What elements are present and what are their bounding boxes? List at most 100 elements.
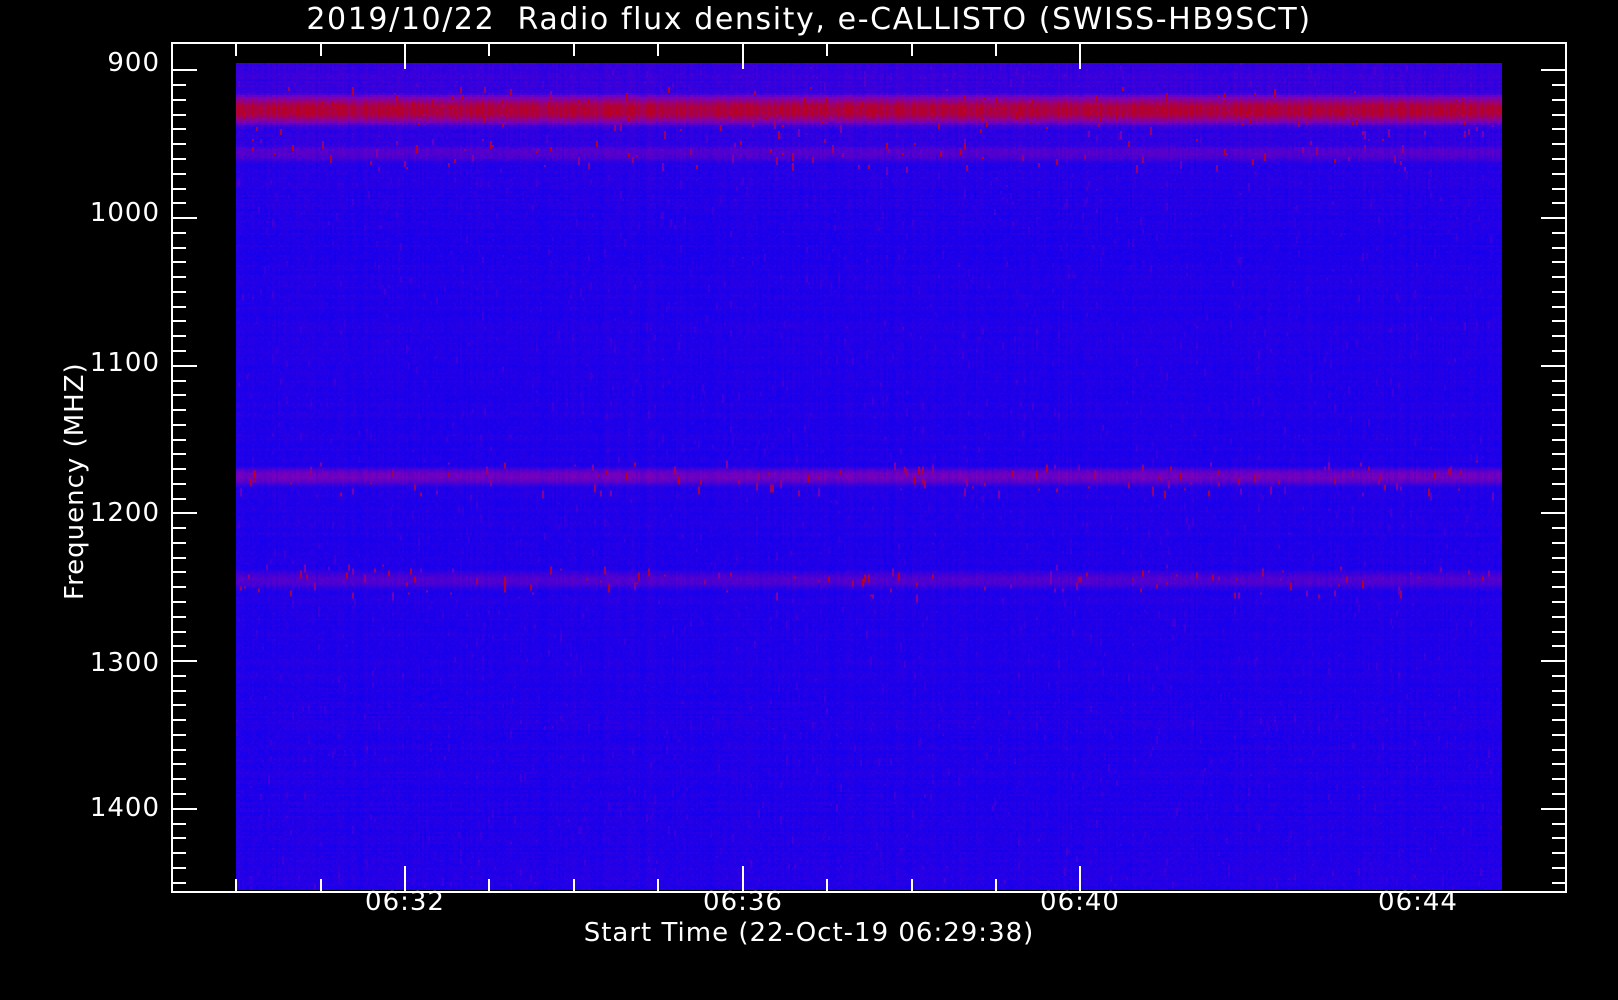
- y-tick-right-1280: [1552, 630, 1565, 633]
- y-tick-1420: [173, 837, 186, 840]
- y-tick-right-1110: [1552, 379, 1565, 382]
- y-tick-right-1320: [1552, 689, 1565, 692]
- y-tick-1170: [173, 468, 186, 471]
- y-tick-1130: [173, 409, 186, 412]
- y-tick-960: [173, 157, 186, 160]
- y-tick-right-1090: [1552, 349, 1565, 352]
- y-tick-right-1290: [1552, 645, 1565, 648]
- y-tick-right-1360: [1552, 748, 1565, 751]
- y-tick-1350: [173, 733, 186, 736]
- x-axis-title: Start Time (22-Oct-19 06:29:38): [583, 918, 1035, 948]
- y-tick-1450: [173, 881, 186, 884]
- y-tick-1240: [173, 571, 186, 574]
- y-tick-right-1310: [1552, 674, 1565, 677]
- y-tick-1160: [173, 453, 186, 456]
- x-tick-top-7: [994, 44, 997, 56]
- x-tick-label-0632: 06:32: [365, 887, 445, 917]
- y-tick-1430: [173, 852, 186, 855]
- y-tick-right-1000: [1541, 217, 1565, 220]
- y-tick-1410: [173, 822, 186, 825]
- y-tick-right-1130: [1552, 409, 1565, 412]
- y-tick-label-1200: 1200: [89, 498, 160, 528]
- y-tick-right-1120: [1552, 394, 1565, 397]
- y-tick-1330: [173, 704, 186, 707]
- y-tick-label-1000: 1000: [89, 198, 160, 228]
- y-tick-right-1040: [1552, 276, 1565, 279]
- x-tick-top--1: [319, 44, 322, 56]
- y-tick-1010: [173, 231, 186, 234]
- y-tick-1150: [173, 438, 186, 441]
- y-tick-right-1340: [1552, 719, 1565, 722]
- y-tick-right-1220: [1552, 541, 1565, 544]
- y-tick-1200: [173, 512, 197, 515]
- y-tick-970: [173, 172, 186, 175]
- y-tick-right-1240: [1552, 571, 1565, 574]
- y-tick-right-1210: [1552, 527, 1565, 530]
- y-tick-1070: [173, 320, 186, 323]
- x-tick-1: [488, 879, 491, 891]
- y-tick-right-1170: [1552, 468, 1565, 471]
- y-tick-right-1440: [1552, 866, 1565, 869]
- x-tick-5: [826, 879, 829, 891]
- y-tick-right-940: [1552, 128, 1565, 131]
- y-tick-right-1410: [1552, 822, 1565, 825]
- y-tick-930: [173, 113, 186, 116]
- x-tick-label-0640: 06:40: [1040, 887, 1120, 917]
- y-tick-910: [173, 84, 186, 87]
- y-tick-right-920: [1552, 98, 1565, 101]
- x-tick-4: [741, 866, 744, 891]
- y-tick-right-1070: [1552, 320, 1565, 323]
- y-tick-right-1020: [1552, 246, 1565, 249]
- y-tick-1000: [173, 217, 197, 220]
- x-tick-label-0644: 06:44: [1378, 887, 1458, 917]
- y-tick-label-1300: 1300: [89, 648, 160, 678]
- y-tick-label-1100: 1100: [89, 348, 160, 378]
- y-tick-right-900: [1541, 69, 1565, 72]
- y-tick-1060: [173, 305, 186, 308]
- y-tick-1390: [173, 793, 186, 795]
- y-tick-right-990: [1552, 202, 1565, 205]
- y-tick-990: [173, 202, 186, 205]
- y-tick-1090: [173, 349, 186, 352]
- x-tick-top-2: [572, 44, 575, 56]
- figure-title: 2019/10/22 Radio flux density, e-CALLIST…: [306, 2, 1312, 37]
- x-tick-top-4: [741, 44, 744, 69]
- y-tick-1400: [173, 807, 197, 810]
- y-tick-900: [173, 69, 197, 72]
- y-tick-right-1450: [1552, 881, 1565, 884]
- x-tick-top-0: [404, 44, 406, 69]
- y-tick-1310: [173, 674, 186, 677]
- spectrogram-canvas: [236, 63, 1502, 890]
- y-tick-1290: [173, 645, 186, 648]
- y-tick-right-1080: [1552, 335, 1565, 338]
- x-tick-top-1: [488, 44, 491, 56]
- y-tick-right-1140: [1552, 423, 1565, 426]
- spectrogram-image: [236, 63, 1502, 890]
- x-tick-top-8: [1079, 44, 1082, 69]
- x-tick-top-6: [910, 44, 913, 56]
- y-tick-980: [173, 187, 186, 190]
- y-tick-right-1350: [1552, 733, 1565, 736]
- y-tick-right-1270: [1552, 615, 1565, 618]
- y-tick-1380: [173, 778, 186, 781]
- y-tick-right-1430: [1552, 852, 1565, 855]
- y-tick-1220: [173, 541, 186, 544]
- y-tick-1340: [173, 719, 186, 722]
- y-tick-right-1420: [1552, 837, 1565, 840]
- y-tick-right-1050: [1552, 290, 1565, 293]
- y-tick-right-1230: [1552, 556, 1565, 559]
- y-tick-1050: [173, 290, 186, 293]
- y-tick-1250: [173, 586, 186, 589]
- y-tick-right-1250: [1552, 586, 1565, 589]
- y-tick-right-1180: [1552, 482, 1565, 485]
- y-tick-1440: [173, 866, 186, 869]
- y-tick-right-910: [1552, 84, 1565, 87]
- x-tick-7: [994, 879, 997, 891]
- x-tick-6: [910, 879, 913, 891]
- y-tick-1320: [173, 689, 186, 692]
- x-tick--2: [235, 879, 238, 891]
- y-tick-1100: [173, 364, 197, 367]
- y-tick-1180: [173, 482, 186, 485]
- y-tick-right-1100: [1541, 364, 1565, 367]
